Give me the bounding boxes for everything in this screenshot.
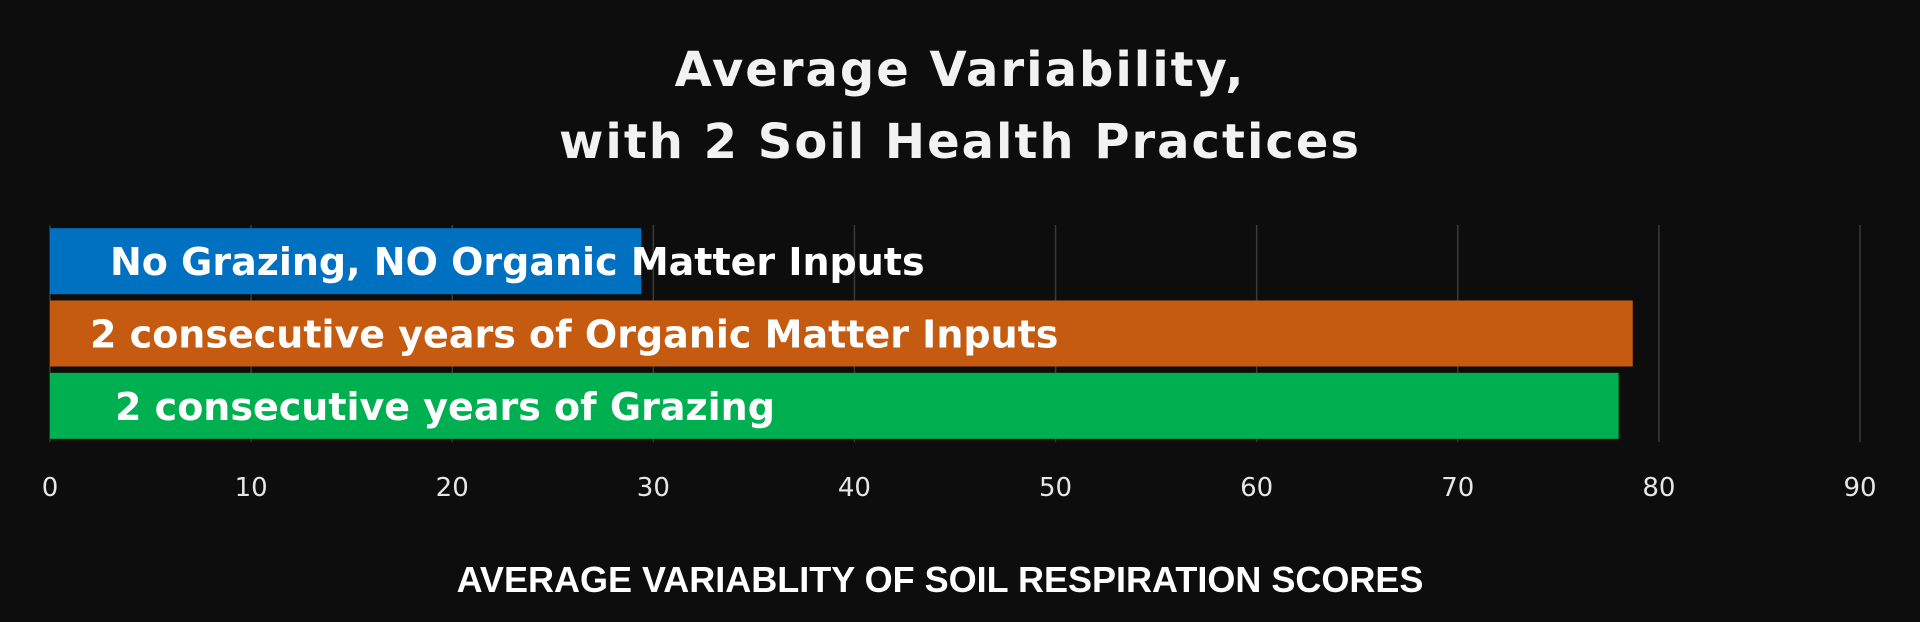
x-tick-label: 90 [1843, 473, 1876, 503]
chart-title: Average Variability, with 2 Soil Health … [0, 34, 1920, 178]
bar-label-3: 2 consecutive years of Grazing [115, 385, 775, 429]
bar-3 [50, 372, 1619, 439]
x-tick-label: 40 [838, 473, 871, 503]
bar-1 [50, 228, 642, 295]
x-tick-label: 20 [436, 473, 469, 503]
x-tick-label: 0 [42, 473, 59, 503]
x-tick-label: 10 [235, 473, 268, 503]
x-tick-label: 30 [637, 473, 670, 503]
bar-label-2: 2 consecutive years of Organic Matter In… [90, 313, 1058, 357]
chart-title-line-2: with 2 Soil Health Practices [559, 114, 1361, 170]
bar-label-1: No Grazing, NO Organic Matter Inputs [110, 240, 925, 284]
x-tick-label: 60 [1240, 473, 1273, 503]
x-tick-label: 80 [1642, 473, 1675, 503]
bars: No Grazing, NO Organic Matter Inputs 2 co… [50, 228, 1633, 439]
x-tick-label: 70 [1441, 473, 1474, 503]
chart-title-line-1: Average Variability, [674, 42, 1246, 98]
bar-2 [50, 300, 1633, 367]
x-axis-ticks: 0 10 20 30 40 50 60 70 80 90 [42, 473, 1877, 503]
x-axis-label: AVERAGE VARIABLITY OF SOIL RESPIRATION S… [457, 559, 1424, 600]
x-tick-label: 50 [1039, 473, 1072, 503]
